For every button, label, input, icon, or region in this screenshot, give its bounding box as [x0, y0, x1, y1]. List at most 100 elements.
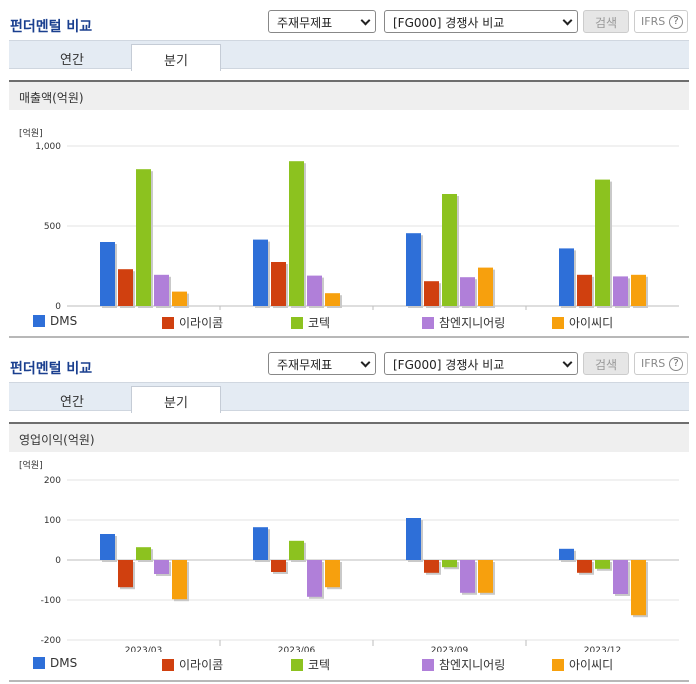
bar[interactable]	[253, 527, 268, 560]
y-unit-label: [억원]	[19, 127, 43, 139]
bar[interactable]	[136, 169, 151, 306]
legend-swatch	[33, 657, 45, 669]
statement-type-value: 주재무제표	[277, 358, 333, 372]
ifrs-label: IFRS	[641, 357, 666, 370]
bar[interactable]	[307, 275, 322, 306]
operating-profit-chart: [억원] -200 -100 0 100 200 2023/03 2023/06 2023/09…	[19, 459, 679, 652]
y-unit-label: [억원]	[19, 459, 43, 471]
bar[interactable]	[118, 269, 133, 306]
tab-quarterly[interactable]: 분기	[131, 386, 221, 413]
bar[interactable]	[100, 534, 115, 560]
y-tick-label: 1,000	[35, 142, 61, 152]
bar[interactable]	[478, 560, 493, 593]
legend-item[interactable]: 아이씨디	[552, 314, 613, 331]
bar[interactable]	[136, 547, 151, 560]
x-tick-label: 2023/06	[278, 646, 316, 652]
chart-legend: DMS 이라이콤 코텍 참엔지니어링 아이씨디	[9, 656, 689, 678]
legend-swatch	[162, 317, 174, 329]
panel-title: 펀더멘털 비교	[10, 19, 93, 35]
help-icon[interactable]: ?	[669, 357, 683, 371]
legend-item[interactable]: DMS	[33, 314, 77, 328]
bar[interactable]	[325, 293, 340, 306]
ifrs-button[interactable]: IFRS ?	[634, 10, 688, 33]
bar[interactable]	[100, 242, 115, 306]
legend-item[interactable]: 코텍	[291, 656, 330, 673]
bar[interactable]	[289, 161, 304, 306]
statement-type-select[interactable]: 주재무제표	[268, 10, 376, 33]
bar[interactable]	[577, 274, 592, 306]
bar[interactable]	[631, 560, 646, 616]
tab-quarterly[interactable]: 분기	[131, 44, 221, 71]
comparison-group-value: [FG000] 경쟁사 비교	[393, 16, 505, 30]
bar[interactable]	[118, 560, 133, 588]
bar[interactable]	[271, 262, 286, 306]
bar[interactable]	[424, 281, 439, 306]
panel-title: 펀더멘털 비교	[10, 361, 93, 377]
ifrs-button[interactable]: IFRS ?	[634, 352, 688, 375]
bar[interactable]	[154, 274, 169, 306]
panel-header: 펀더멘털 비교 주재무제표 [FG000] 경쟁사 비교 검색 IFRS ?	[0, 352, 696, 382]
bar[interactable]	[442, 194, 457, 306]
legend-item[interactable]: DMS	[33, 656, 77, 670]
y-tick-label: -200	[41, 636, 62, 646]
legend-label: 아이씨디	[569, 316, 614, 330]
bar[interactable]	[154, 560, 169, 574]
bar[interactable]	[478, 267, 493, 306]
bar[interactable]	[631, 274, 646, 306]
fundamental-panel-operating-profit: 펀더멘털 비교 주재무제표 [FG000] 경쟁사 비교 검색 IFRS ? 연…	[0, 352, 696, 684]
legend-label: 이라이콤	[179, 316, 224, 330]
y-tick-label: -100	[41, 596, 62, 606]
bar[interactable]	[577, 560, 592, 573]
legend-item[interactable]: 아이씨디	[552, 656, 613, 673]
bar[interactable]	[307, 560, 322, 597]
search-button[interactable]: 검색	[583, 10, 629, 33]
search-button[interactable]: 검색	[583, 352, 629, 375]
y-tick-label: 200	[44, 476, 61, 486]
bar[interactable]	[595, 179, 610, 306]
legend-swatch	[422, 317, 434, 329]
x-tick-label: 2023/09	[431, 646, 469, 652]
legend-swatch	[291, 659, 303, 671]
period-tabs: 연간 분기	[9, 382, 689, 413]
y-tick-label: 0	[55, 302, 61, 310]
chart-legend: DMS 이라이콤 코텍 참엔지니어링 아이씨디	[9, 314, 689, 336]
legend-item[interactable]: 참엔지니어링	[422, 314, 505, 331]
bar[interactable]	[172, 560, 187, 600]
comparison-group-value: [FG000] 경쟁사 비교	[393, 358, 505, 372]
chevron-down-icon	[562, 357, 573, 368]
tab-annual[interactable]: 연간	[60, 53, 84, 68]
legend-item[interactable]: 참엔지니어링	[422, 656, 505, 673]
statement-type-select[interactable]: 주재무제표	[268, 352, 376, 375]
divider	[9, 336, 689, 338]
bar[interactable]	[613, 276, 628, 306]
ifrs-label: IFRS	[641, 15, 666, 28]
bar[interactable]	[442, 560, 457, 568]
bar[interactable]	[559, 248, 574, 306]
legend-item[interactable]: 이라이콤	[162, 314, 223, 331]
bar[interactable]	[271, 560, 286, 572]
bar[interactable]	[406, 518, 421, 560]
comparison-group-select[interactable]: [FG000] 경쟁사 비교	[384, 352, 578, 375]
bar[interactable]	[172, 291, 187, 306]
y-tick-label: 100	[44, 516, 61, 526]
bar[interactable]	[460, 277, 475, 306]
legend-item[interactable]: 코텍	[291, 314, 330, 331]
tab-annual[interactable]: 연간	[60, 395, 84, 410]
bar[interactable]	[559, 548, 574, 560]
bar[interactable]	[406, 233, 421, 306]
bar[interactable]	[424, 560, 439, 573]
help-icon[interactable]: ?	[669, 15, 683, 29]
period-tabs: 연간 분기	[9, 40, 689, 71]
bar[interactable]	[253, 239, 268, 306]
comparison-group-select[interactable]: [FG000] 경쟁사 비교	[384, 10, 578, 33]
y-tick-label: 500	[44, 222, 61, 232]
bar[interactable]	[289, 540, 304, 560]
legend-item[interactable]: 이라이콤	[162, 656, 223, 673]
bar[interactable]	[613, 560, 628, 594]
legend-label: 참엔지니어링	[439, 316, 506, 330]
bar[interactable]	[460, 560, 475, 593]
bar[interactable]	[595, 560, 610, 569]
legend-swatch	[422, 659, 434, 671]
bar[interactable]	[325, 560, 340, 588]
section-title: 매출액(억원)	[9, 80, 689, 110]
